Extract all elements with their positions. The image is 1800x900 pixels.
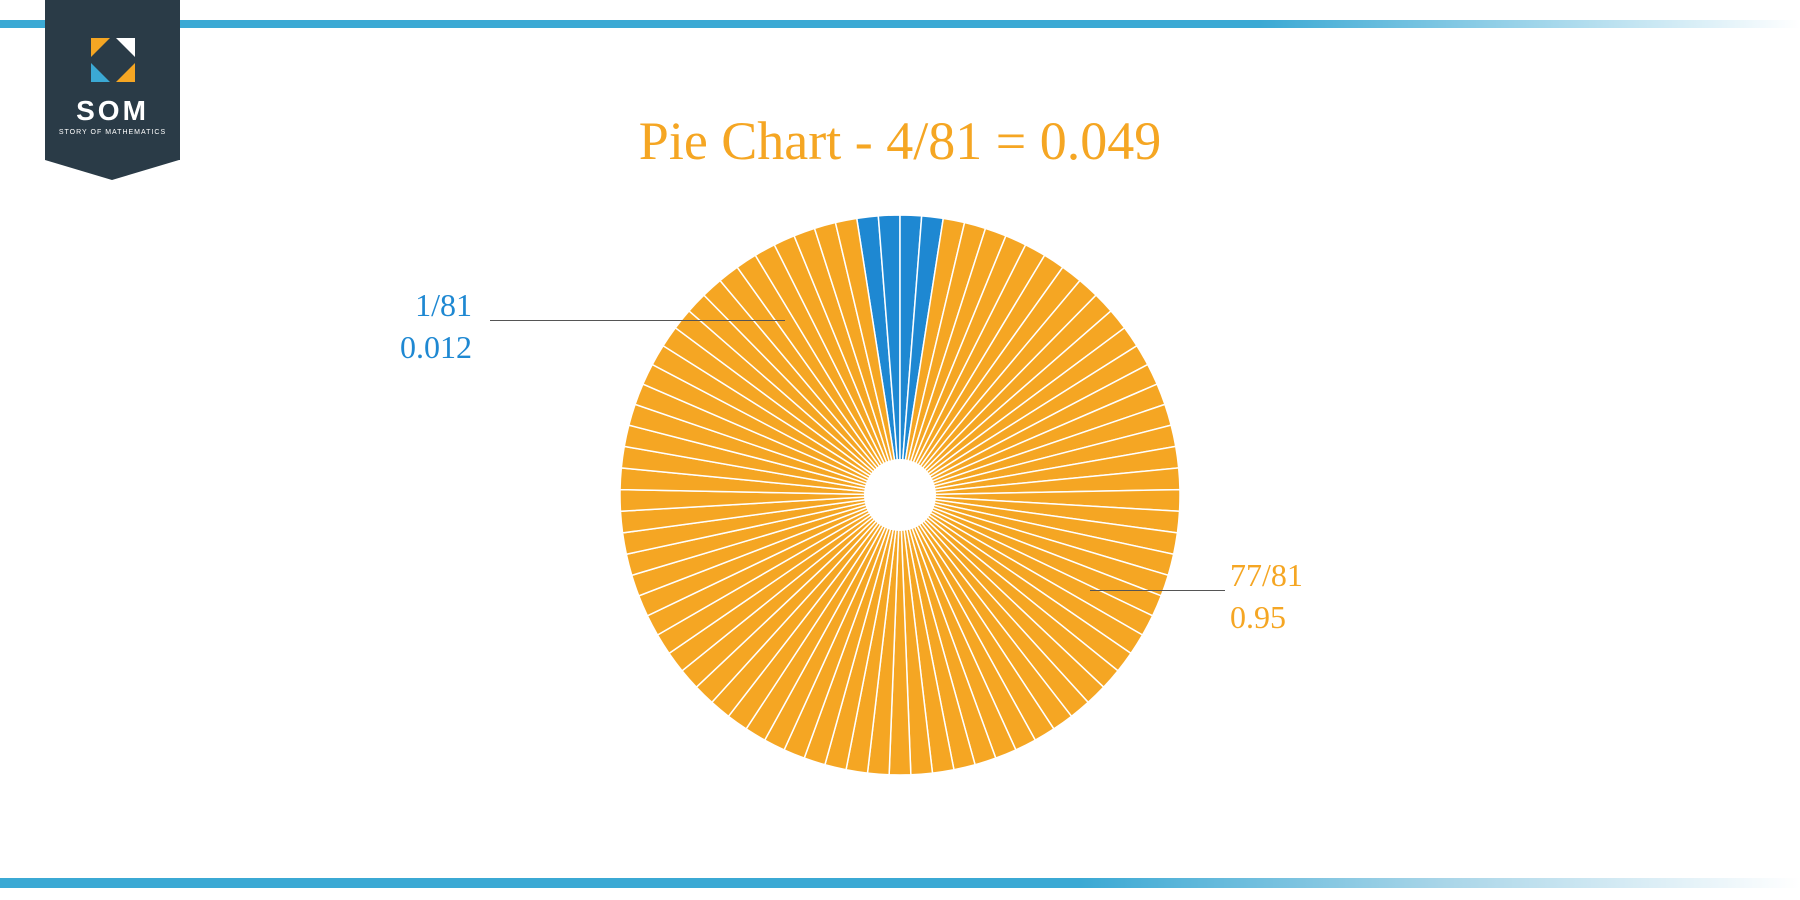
leader-line-right: [1090, 590, 1225, 591]
logo-icon: [88, 35, 138, 85]
label-blue-fraction: 1/81: [400, 285, 472, 327]
pie-chart: [620, 215, 1180, 775]
label-orange-decimal: 0.95: [1230, 597, 1303, 639]
label-orange-slice: 77/81 0.95: [1230, 555, 1303, 638]
label-orange-fraction: 77/81: [1230, 555, 1303, 597]
bottom-accent-bar: [0, 878, 1800, 888]
leader-line-left: [490, 320, 785, 321]
chart-title: Pie Chart - 4/81 = 0.049: [0, 110, 1800, 172]
label-blue-decimal: 0.012: [400, 327, 472, 369]
label-blue-slice: 1/81 0.012: [400, 285, 472, 368]
top-accent-bar: [0, 20, 1800, 28]
